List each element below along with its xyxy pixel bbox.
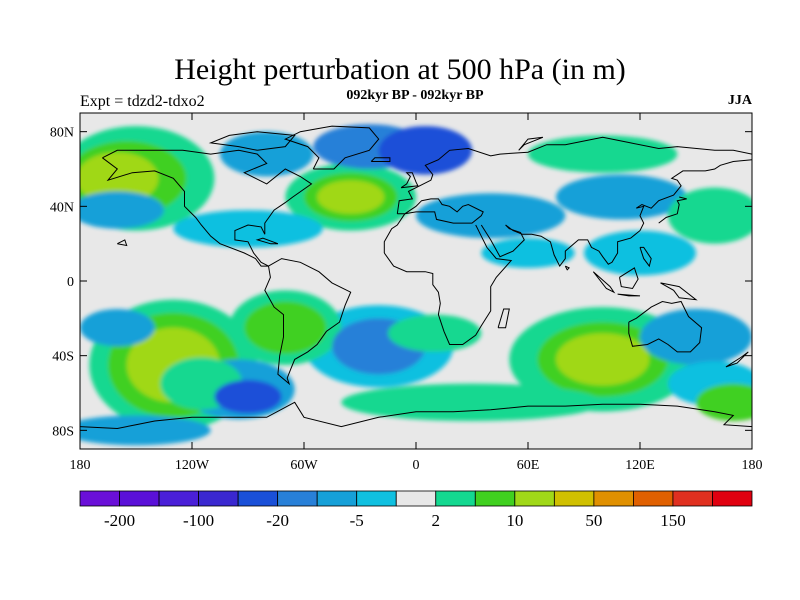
coastline [370,157,391,162]
coastline [396,136,752,214]
coastline [518,136,544,151]
coastline [283,125,380,170]
colorbar-swatch [198,490,239,507]
coastline [102,149,313,267]
coastline [505,159,752,268]
coastline [725,351,749,368]
lon-tick-label: 60W [290,458,318,473]
anomaly-region [528,135,678,173]
anomaly-region [388,314,482,352]
coastline [400,172,419,189]
lat-tick-label: 40N [50,200,74,215]
season-label: JJA [727,93,752,108]
anomaly-region [640,309,752,365]
colorbar-swatch [672,490,713,507]
anomaly-region [556,174,687,220]
coastlines [80,125,752,430]
colorbar-swatch [237,490,279,507]
anomaly-region [80,415,211,446]
anomaly-region [80,309,155,347]
period-label: 092kyr BP - 092kyr BP [346,88,484,103]
anomaly-region [219,131,314,177]
colorbar-swatch [158,490,199,507]
colorbar-swatch [277,490,318,507]
colorbar-swatch [79,490,120,507]
coastline [617,293,641,297]
colorbar-label: -100 [183,511,214,530]
anomaly-regions [80,124,752,446]
coastline [255,237,279,245]
colorbar-swatch [119,490,160,507]
coastline [658,196,687,224]
colorbar-swatch [712,490,753,507]
coastline [383,224,513,345]
anomaly-region [416,193,566,239]
coastline [208,131,296,151]
lat-tick-label: 80S [52,424,74,439]
colorbar-label: -200 [104,511,135,530]
anomaly-region [80,152,159,205]
coastline [639,246,652,268]
colorbar-swatch [633,490,674,507]
lat-tick-label: 80N [50,126,74,141]
colorbar-label: -20 [266,511,289,530]
colorbar-swatch [593,490,634,507]
colorbar: -200 -100 -20 -5 2 10 50 150 [79,490,753,530]
coastline [80,401,752,430]
anomaly-region [317,180,385,214]
lon-tick-label: 0 [413,458,420,473]
anomaly-region [341,383,603,422]
coastline [497,308,510,329]
lon-tick-label: 60E [517,458,540,473]
anomaly-region [173,210,323,248]
coastline [628,300,703,353]
colorbar-swatch [395,490,437,507]
colorbar-swatch [435,490,476,507]
lon-tick-label: 120E [625,458,655,473]
lat-tick-label: 40S [52,350,74,365]
anomaly-region [244,301,327,354]
coastline [592,271,616,294]
colorbar-label: 50 [585,511,602,530]
colorbar-label: 2 [432,511,441,530]
plot-title: Height perturbation at 500 hPa (in m) [174,53,626,86]
contour-field [80,113,752,449]
coastline [397,198,484,224]
colorbar-swatch [553,490,595,507]
colorbar-label: 10 [506,511,523,530]
colorbar-label: 150 [660,511,686,530]
colorbar-label: -5 [350,511,364,530]
experiment-label: Expt = tdzd2-tdxo2 [80,93,205,110]
lon-tick-label: 120W [175,458,210,473]
anomaly-region [214,379,282,414]
anomaly-region [80,191,164,229]
colorbar-swatch [356,490,397,507]
lon-tick-label: 180 [70,458,91,473]
anomaly-region [668,187,752,244]
coastline [117,239,128,247]
anomaly-region [556,333,650,386]
anomaly-region [378,126,473,175]
coastline [264,258,352,386]
anomaly-region [696,383,752,421]
anomaly-region [481,238,575,268]
colorbar-swatch [316,490,358,507]
coastline [383,213,406,253]
coastline [660,282,698,301]
colorbar-swatch [474,490,516,507]
coastline [619,267,639,290]
coastline [564,265,570,271]
lon-tick-label: 180 [742,458,763,473]
colorbar-swatch [514,490,555,507]
lat-tick-label: 0 [67,275,74,290]
anomaly-region [584,230,696,276]
map-axes: 80N 40N 0 40S 80S 180 120W 60W 0 60E 120E 180 [50,113,763,473]
